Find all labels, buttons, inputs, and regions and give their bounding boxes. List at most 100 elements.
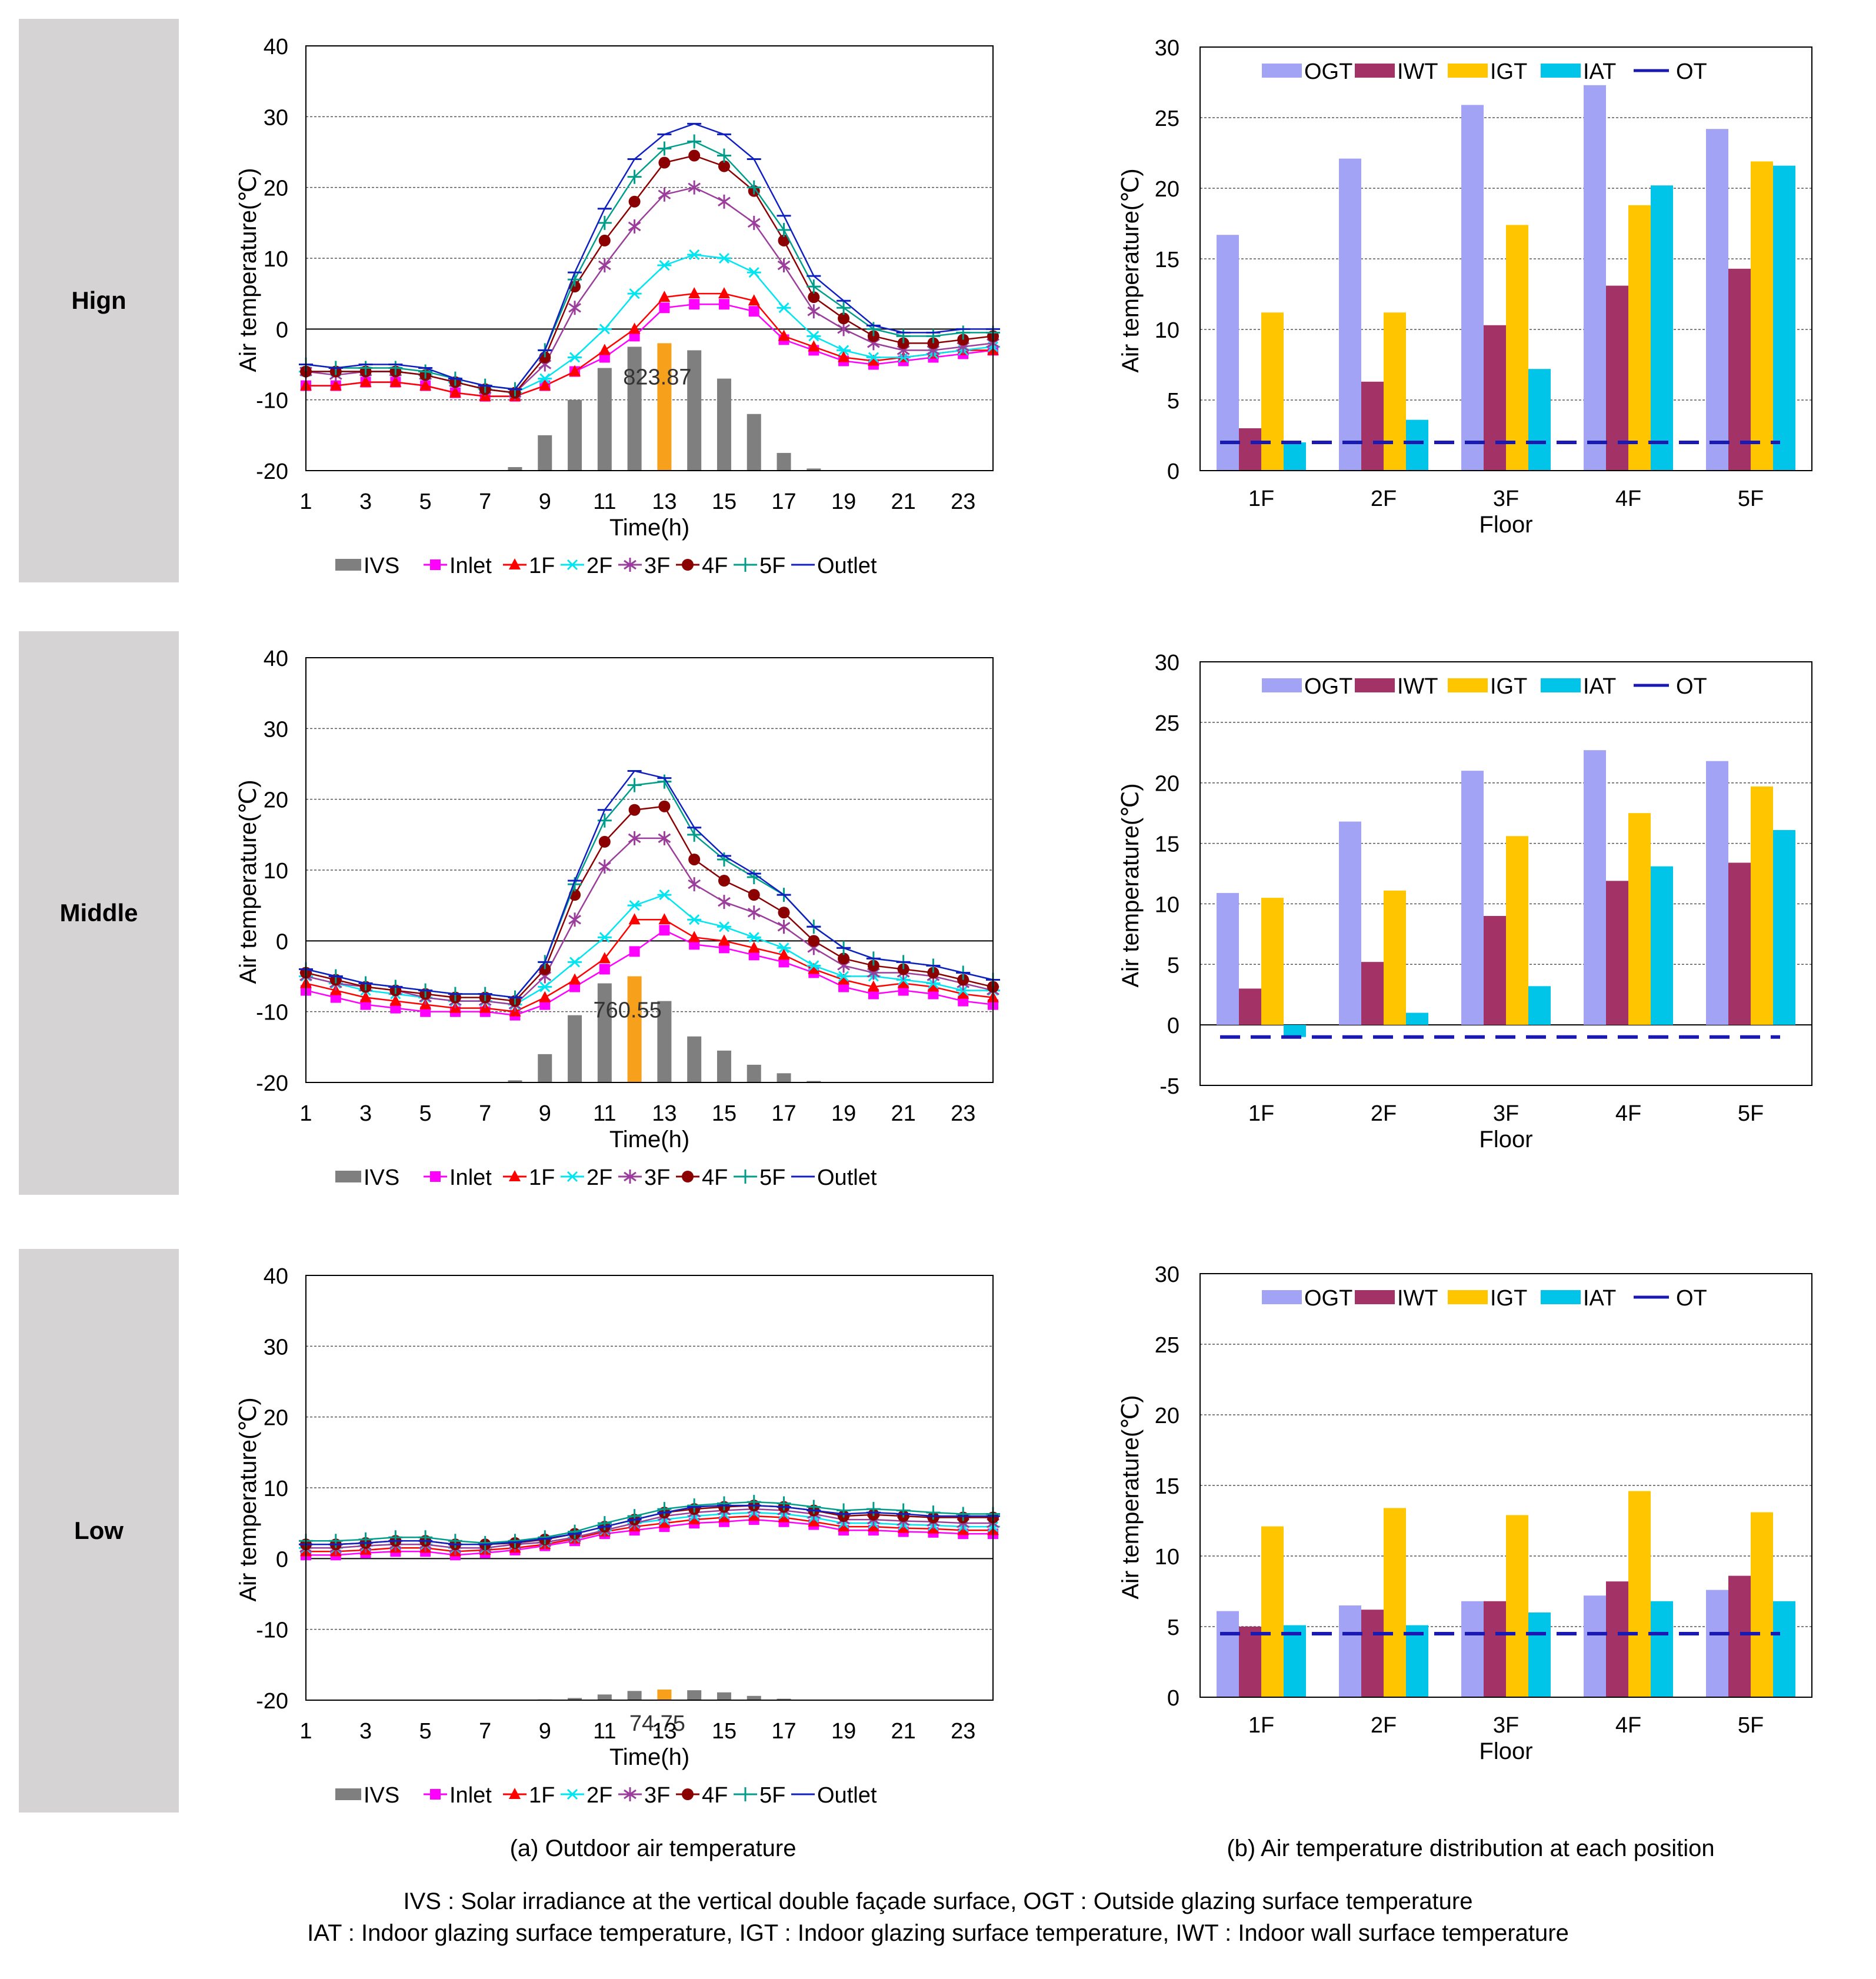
y-tick-label: 15 [1155,832,1179,857]
x-tick-label: 9 [539,1719,551,1744]
point-4f [569,281,581,293]
legend-marker-5f [738,1170,752,1184]
x-tick-label: 4F [1615,487,1641,511]
point-1f [539,991,551,1002]
point-5f [388,361,403,375]
series-line-4f [305,805,994,1002]
point-3f [628,219,641,234]
ivs-peak-label: 823.87 [623,365,691,389]
bar-ogt-2f [1339,158,1361,471]
x-tick-label: 17 [771,489,796,514]
y-tick-label: -20 [256,1689,288,1714]
ivs-bar [687,1036,702,1082]
y-tick-label: 10 [1155,1545,1179,1570]
x-tick-label: 7 [479,489,491,514]
ivs-bar [747,1064,761,1082]
ivs-bar [538,1054,552,1082]
x-tick-label: 1F [1248,487,1274,511]
bar-ogt-1f [1217,235,1239,471]
point-2f [717,921,731,932]
legend-marker-2f [565,1788,579,1800]
ivs-bar [627,1691,642,1700]
point-5f [807,1500,821,1514]
point-5f [926,329,941,344]
x-tick-label: 3F [1493,1101,1519,1126]
ivs-bar [568,1698,582,1700]
point-3f [807,304,821,319]
legend-label-ivs: IVS [364,1783,399,1808]
point-1f [867,980,879,992]
point-5f [866,322,881,337]
series-line-1f [306,292,993,397]
plot-frame [1199,661,1812,1086]
point-2f [657,889,672,901]
bar-igt-5f [1751,1512,1773,1697]
point-5f [418,1530,433,1545]
point-5f [717,148,731,163]
y-axis-title: Air temperature(℃) [1118,783,1144,987]
legend-marker-4f [682,559,694,571]
point-2f [896,352,911,363]
bar-iwt-5f [1728,862,1751,1025]
point-4f [778,234,790,246]
ivs-bar [777,1073,791,1082]
legend-marker-inlet [430,1171,441,1182]
y-axis-title: Air temperature(℃) [1118,1395,1144,1599]
x-tick-label: 5F [1738,487,1764,511]
x-tick-label: 17 [771,1719,796,1744]
point-3f [598,859,611,874]
y-tick-label: 10 [1155,892,1179,917]
y-tick-label: 0 [1167,459,1179,484]
point-2f [538,373,552,384]
series-line-1f [305,918,994,1012]
ivs-bar [657,1689,672,1700]
point-2f [837,345,851,356]
point-5f [597,215,612,230]
point-4f [658,800,671,812]
point-5f [358,361,373,375]
point-4f [897,963,909,975]
point-3f [688,877,701,892]
bar-iwt-3f [1484,1601,1506,1697]
legend-label-igt: IGT [1490,674,1527,699]
point-3f [837,322,850,337]
y-tick-label: 5 [1167,953,1179,978]
point-3f [688,180,701,195]
bar-iwt-4f [1606,285,1628,471]
point-4f [628,195,641,208]
x-tick-label: 19 [831,1101,856,1126]
y-tick-label: 0 [276,1547,288,1572]
point-2f [807,960,821,971]
row-label-text: Hign [71,286,126,314]
point-4f [867,330,879,342]
y-tick-label: 15 [1155,1474,1179,1499]
y-tick-label: 30 [264,717,288,742]
point-inlet [629,946,640,957]
point-4f [718,875,730,887]
footnote-line-2: IAT : Indoor glazing surface temperature… [307,1920,1569,1946]
legend-label-ot: OT [1676,674,1707,699]
x-tick-label: 23 [951,1719,975,1744]
legend-label-iat: IAT [1583,1286,1616,1311]
point-4f [927,967,939,979]
legend-marker-5f [738,558,752,572]
point-inlet [599,964,610,975]
point-4f [838,312,850,325]
ivs-bar [687,1690,702,1700]
point-2f [747,267,761,278]
legend-label-3f: 3F [644,554,670,578]
ivs-bar [508,1080,522,1082]
row-label-text: Low [74,1517,124,1544]
point-5f [687,827,702,842]
series-line-3f [306,1508,993,1549]
legend-label-iat: IAT [1583,674,1616,699]
point-4f [897,337,909,349]
point-inlet [748,306,759,317]
bar-igt-5f [1751,161,1773,471]
bar-iat-4f [1651,1601,1673,1697]
y-tick-label: -20 [256,459,288,484]
point-5f [657,1502,672,1517]
point-4f [628,804,641,816]
y-tick-label: 20 [264,788,288,813]
